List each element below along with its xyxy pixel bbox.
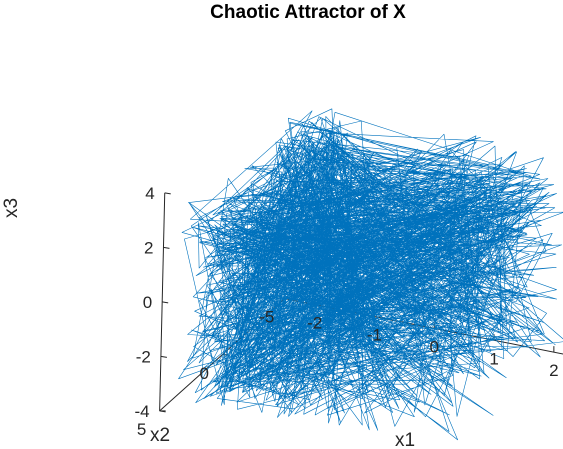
z-axis-label: x3 [1,198,22,218]
z-tick-mark [160,355,167,358]
y-tick-label: 5 [137,420,146,439]
x-tick-label: -1 [367,326,382,345]
z-tick-mark [164,192,171,195]
x-tick-label: -2 [307,314,322,333]
z-tick-label: 0 [143,293,152,312]
series-layer [178,108,563,441]
z-tick-label: 2 [144,238,153,257]
y-tick-label: 0 [199,364,208,383]
z-tick-label: -2 [136,347,151,366]
y-tick-label: -5 [259,308,274,327]
x-tick-label: 0 [430,337,439,356]
z-tick-label: -4 [135,402,150,421]
labels-layer: x1 x2 x3 -2 -1 0 1 2 -5 0 5-4 -2 0 2 4 [1,184,559,449]
z-tick-mark [162,301,169,304]
x-axis-label: x1 [395,430,415,449]
z-tick-mark [163,246,170,249]
z-tick-label: 4 [145,184,154,203]
x-tick-label: 2 [549,361,558,380]
x-tick-label: 1 [489,349,498,368]
y-axis-label: x2 [150,425,170,446]
z-tick-mark [159,410,166,413]
attractor-trajectory-line [178,108,563,441]
chart-title: Chaotic Attractor of X [210,2,406,23]
